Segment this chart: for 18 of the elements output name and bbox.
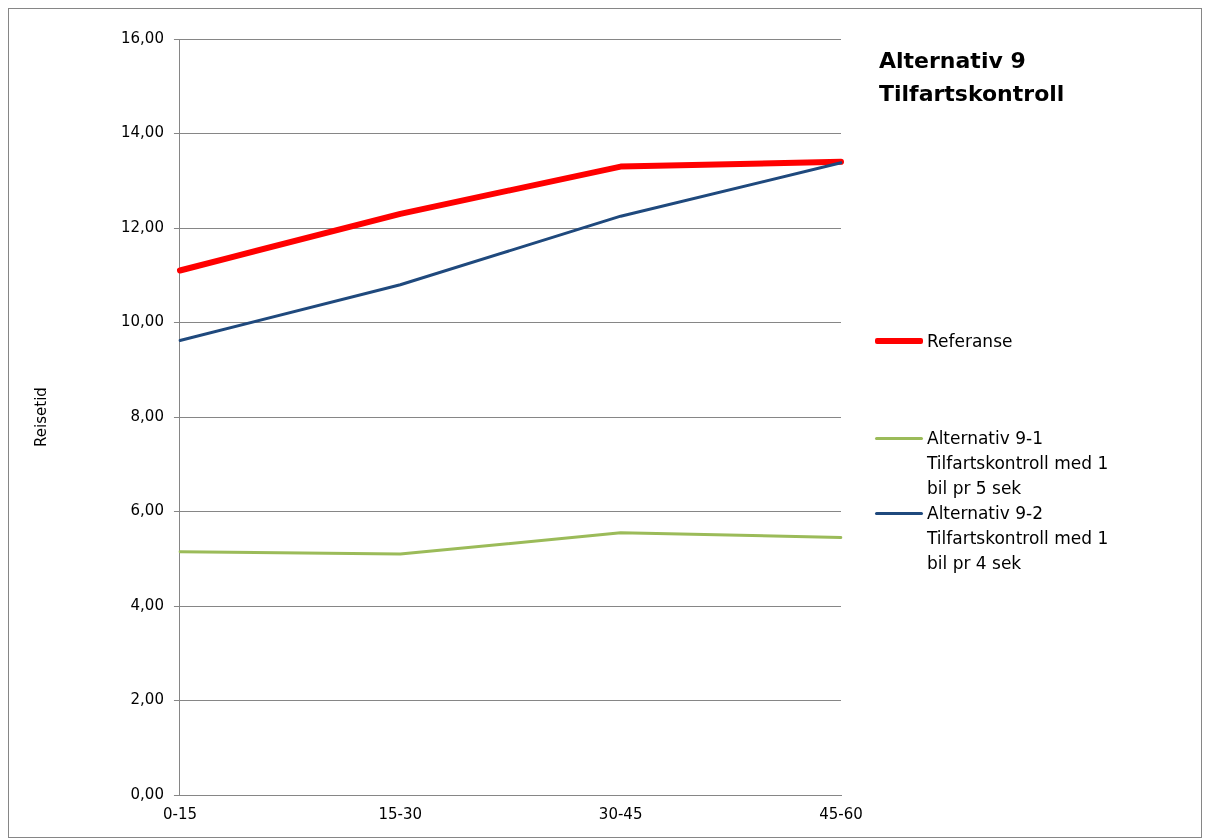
y-tick-label: 16,00: [120, 28, 164, 47]
x-tick-label: 30-45: [598, 804, 643, 823]
legend-label: Alternativ 9-1 Tilfartskontroll med 1 bil pr 5 sek: [927, 427, 1110, 500]
legend-label: Referanse: [927, 330, 1013, 353]
x-tick-label: 15-30: [378, 804, 423, 823]
x-tick-label: 0-15: [162, 804, 197, 823]
text: Alternativ 9 Tilfartskontroll: [879, 47, 1066, 108]
y-tick-label: 12,00: [120, 217, 164, 236]
y-tick-label: 0,00: [130, 784, 164, 803]
legend-label: Alternativ 9-2 Tilfartskontroll med 1 bil pr 4 sek: [927, 502, 1110, 575]
y-tick-label: 4,00: [130, 595, 164, 614]
y-tick-label: 2,00: [130, 690, 164, 709]
y-tick-label: 14,00: [120, 123, 164, 142]
y-axis-title: Reisetid: [31, 387, 50, 447]
y-tick-label: 8,00: [130, 406, 164, 425]
y-tick-label: 10,00: [120, 312, 164, 331]
y-tick-label: 6,00: [130, 501, 164, 520]
x-tick-label: 45-60: [819, 804, 863, 823]
